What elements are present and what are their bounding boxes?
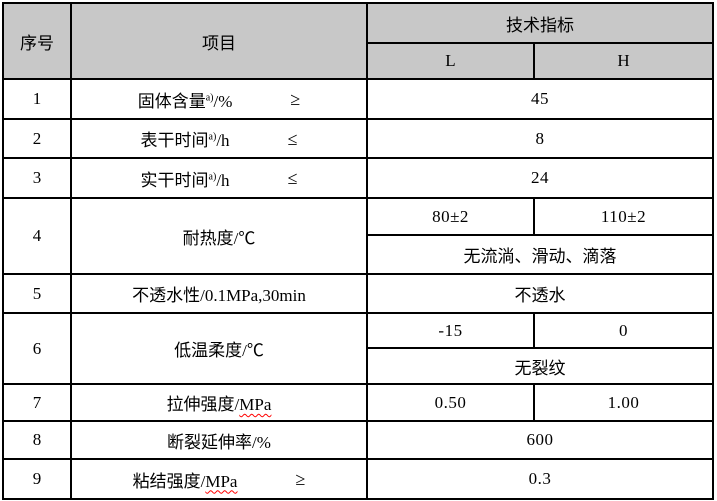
cell-serial: 1: [2, 78, 72, 120]
gte-symbol: ≥: [290, 89, 301, 109]
table-row: 9 粘结强度/MPa ≥ 0.3: [2, 458, 714, 500]
table-row: 5 不透水性/0.1MPa,30min 不透水: [2, 273, 714, 314]
cell-value: 600: [366, 420, 714, 460]
item-group: 固体含量a)/% ≥: [138, 87, 301, 112]
item-label: 拉伸强度/MPa: [166, 395, 272, 414]
cell-value-l: 80±2: [366, 197, 535, 236]
gte-symbol: ≥: [295, 469, 306, 489]
cell-serial: 4: [2, 197, 72, 275]
cell-value-h: 110±2: [533, 197, 714, 236]
spellcheck-underlined-unit: MPa: [239, 395, 272, 414]
table-row: 2 表干时间a)/h ≤ 8: [2, 118, 714, 159]
cell-serial: 3: [2, 157, 72, 199]
table-row: 3 实干时间a)/h ≤ 24: [2, 157, 714, 199]
header-item: 项目: [70, 2, 368, 80]
cell-serial: 9: [2, 458, 72, 500]
header-grade-h: H: [533, 42, 714, 80]
item-label: 固体含量a)/%: [137, 91, 233, 111]
cell-serial: 8: [2, 420, 72, 460]
item-label: 实干时间a)/h: [140, 170, 230, 190]
lte-symbol: ≤: [287, 168, 298, 188]
cell-value: 24: [366, 157, 714, 199]
cell-serial: 2: [2, 118, 72, 159]
cell-item: 固体含量a)/% ≥: [70, 78, 368, 120]
cell-value: 0.3: [366, 458, 714, 500]
cell-item: 断裂延伸率/%: [70, 420, 368, 460]
item-group: 表干时间a)/h ≤: [141, 126, 298, 151]
table-row: 无裂纹: [3, 347, 714, 385]
header-spec: 技术指标: [366, 2, 714, 44]
cell-value-merged: 无流淌、滑动、滴落: [366, 234, 714, 275]
cell-item: 粘结强度/MPa ≥: [70, 458, 368, 500]
footnote-marker: a): [205, 91, 214, 103]
cell-value: 45: [366, 78, 714, 120]
cell-value-h: 1.00: [533, 383, 714, 422]
cell-item: 耐热度/℃: [70, 197, 368, 275]
item-group: 实干时间a)/h ≤: [141, 166, 298, 191]
item-label: 粘结强度/MPa: [132, 471, 238, 491]
cell-value: 8: [366, 118, 714, 159]
table-row: 4 耐热度/℃ 80±2 110±2: [2, 197, 714, 275]
table-row: 1 固体含量a)/% ≥ 45: [2, 78, 714, 120]
cell-value-merged: 无裂纹: [366, 347, 714, 385]
header-grade-l: L: [366, 42, 535, 80]
lte-symbol: ≤: [287, 128, 298, 149]
footnote-marker: a): [208, 170, 217, 182]
table-row: 6 低温柔度/℃ -15 0: [2, 312, 714, 385]
cell-value: 不透水: [366, 273, 714, 314]
cell-serial: 7: [2, 383, 72, 422]
cell-item: 拉伸强度/MPa: [70, 383, 368, 422]
cell-serial: 6: [2, 312, 72, 385]
spellcheck-underlined-unit: MPa: [205, 471, 238, 491]
item-label: 表干时间a)/h: [140, 131, 230, 150]
cell-item: 低温柔度/℃: [70, 312, 368, 385]
table-row: 7 拉伸强度/MPa 0.50 1.00: [2, 383, 714, 422]
table-row: 8 断裂延伸率/% 600: [2, 420, 714, 460]
item-group: 粘结强度/MPa ≥: [133, 467, 306, 492]
table-row: 无流淌、滑动、滴落: [3, 234, 714, 275]
footnote-marker: a): [208, 131, 217, 143]
cell-item: 实干时间a)/h ≤: [70, 157, 368, 199]
cell-value-l: 0.50: [366, 383, 535, 422]
cell-serial: 5: [2, 273, 72, 314]
cell-value-h: 0: [533, 312, 714, 349]
cell-item: 表干时间a)/h ≤: [70, 118, 368, 159]
header-serial: 序号: [2, 2, 72, 80]
cell-value-l: -15: [366, 312, 535, 349]
cell-item: 不透水性/0.1MPa,30min: [70, 273, 368, 314]
